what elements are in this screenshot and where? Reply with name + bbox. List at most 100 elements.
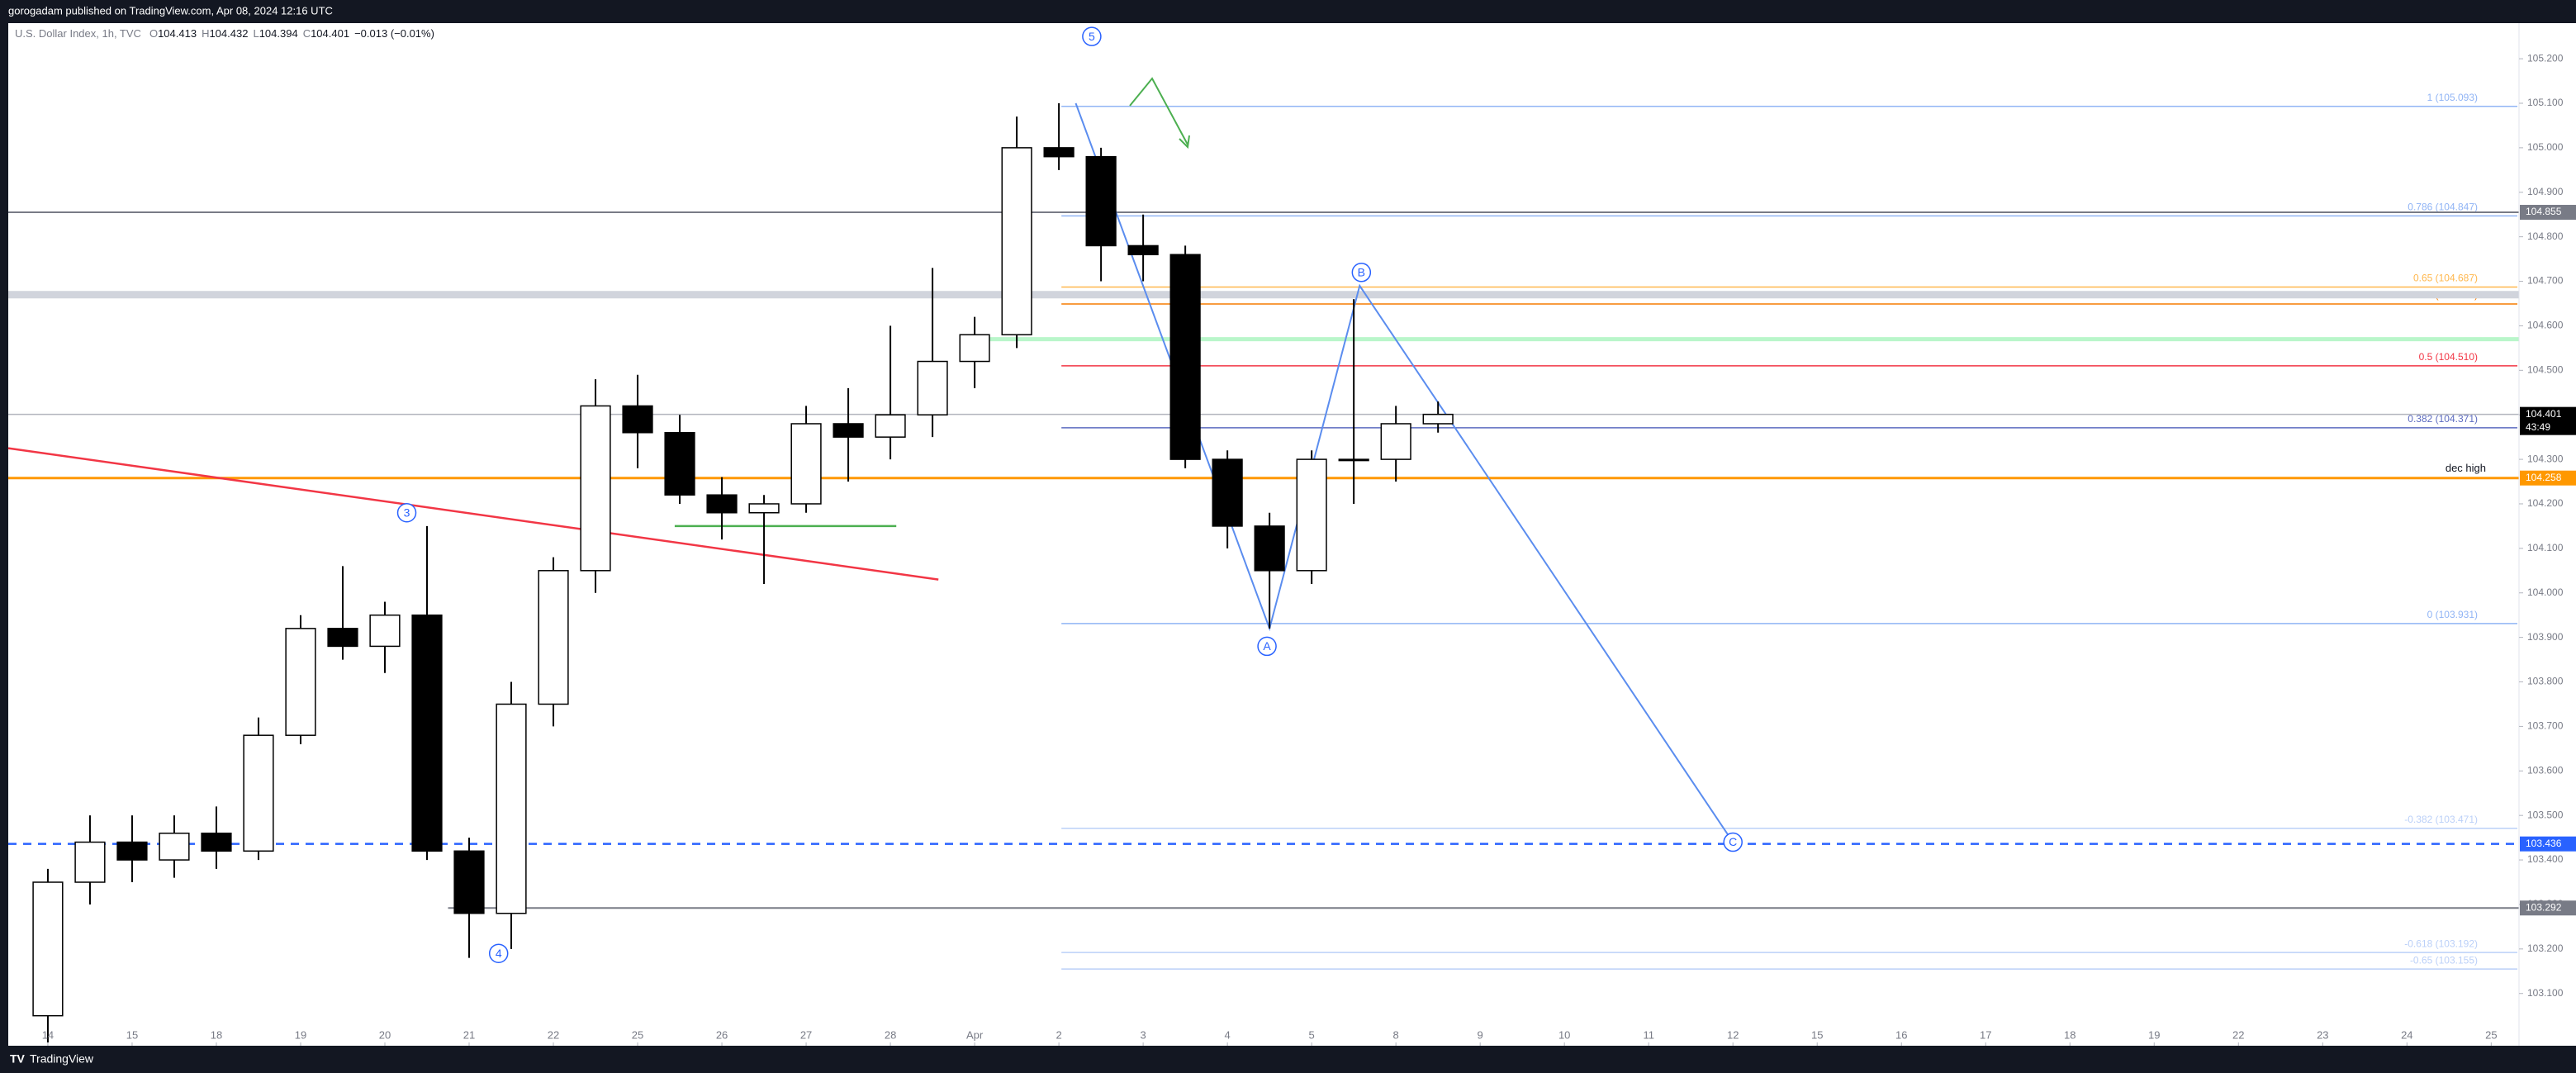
legend-value: 104.432 — [209, 27, 248, 40]
candle-body — [1043, 147, 1075, 158]
candle-body — [1296, 458, 1327, 572]
x-tick-label: 18 — [2064, 1028, 2076, 1041]
x-tick-label: 18 — [211, 1028, 222, 1041]
fib-label: 0.786 (104.847) — [2408, 202, 2478, 213]
x-tick-label: 10 — [1558, 1028, 1570, 1041]
y-tick-label: 104.200 — [2527, 497, 2564, 509]
x-tick-label: 19 — [2148, 1028, 2160, 1041]
candle-body — [1212, 458, 1243, 527]
y-tick-label: 103.200 — [2527, 942, 2564, 954]
publisher: gorogadam published on TradingView.com, … — [8, 4, 333, 17]
x-tick-label: 21 — [463, 1028, 475, 1041]
x-tick-label: 11 — [1643, 1028, 1654, 1041]
y-tick-label: 103.700 — [2527, 720, 2564, 732]
x-tick-label: 25 — [632, 1028, 643, 1041]
price-label-box — [2520, 470, 2576, 486]
price-label: 103.292 — [2526, 901, 2562, 913]
legend-name: U.S. Dollar Index, 1h, TVC — [15, 27, 141, 40]
candle-body — [538, 570, 569, 705]
legend-key: O — [149, 27, 158, 40]
legend-key: L — [253, 27, 259, 40]
candle-body — [411, 614, 443, 852]
wave-label: A — [1263, 639, 1271, 653]
x-tick-label: 28 — [885, 1028, 896, 1041]
x-tick-label: 9 — [1478, 1028, 1483, 1041]
y-tick-label: 104.700 — [2527, 275, 2564, 287]
wave-circle — [396, 503, 417, 523]
x-tick-label: 12 — [1727, 1028, 1739, 1041]
candle-body — [327, 628, 358, 648]
brand-name: TradingView — [30, 1052, 94, 1066]
wave-label: 3 — [404, 506, 410, 519]
plot-area: 1 (105.093) 0.786 (104.847) 0.65 (104.687)… — [7, 26, 2519, 1042]
x-tick-label: 19 — [295, 1028, 306, 1041]
x-tick-label: 17 — [1980, 1028, 1991, 1041]
legend-key: C — [303, 27, 311, 40]
candle-body — [959, 334, 990, 363]
candle-body — [833, 423, 864, 438]
candle-body — [74, 841, 106, 883]
candle-body — [706, 494, 738, 514]
wave-label: 4 — [496, 947, 502, 960]
candle-body — [917, 360, 948, 415]
legend-value: 104.394 — [259, 27, 298, 40]
y-tick-label: 103.500 — [2527, 809, 2564, 820]
wave-circle — [1723, 832, 1743, 852]
candle-body — [875, 414, 906, 438]
wave-label: C — [1729, 835, 1737, 848]
x-tick-label: 25 — [2485, 1028, 2497, 1041]
price-label-box — [2520, 406, 2576, 435]
candle-body — [369, 614, 401, 648]
wave-label: 5 — [1089, 30, 1095, 43]
price-label: 104.855 — [2526, 206, 2562, 217]
level-note: dec high — [2446, 462, 2486, 474]
fib-label: 0.65 (104.687) — [2413, 273, 2478, 284]
price-axis — [2519, 23, 2576, 1046]
fib-label: -0.618 (103.192) — [2404, 938, 2478, 949]
fib-label: 1 (105.093) — [2427, 92, 2478, 103]
candle-body — [496, 703, 527, 914]
y-tick-label: 103.600 — [2527, 764, 2564, 776]
wave-label: B — [1358, 265, 1365, 278]
candle-body — [1422, 413, 1454, 425]
candle-body — [201, 832, 232, 852]
x-tick-label: 26 — [716, 1028, 728, 1041]
brand-logo: TV — [10, 1052, 26, 1066]
candle-body — [243, 734, 274, 852]
candle-body — [159, 832, 190, 861]
x-tick-label: 20 — [379, 1028, 391, 1041]
wave-circle — [1351, 263, 1372, 282]
x-tick-label: 15 — [126, 1028, 138, 1041]
x-tick-label: 2 — [1056, 1028, 1061, 1041]
price-label: 103.436 — [2526, 838, 2562, 849]
candle-body — [1127, 245, 1159, 255]
candle-body — [622, 405, 653, 434]
candle-body — [1001, 147, 1032, 335]
y-tick-label: 104.300 — [2527, 453, 2564, 464]
price-label-box — [2520, 900, 2576, 916]
candle-body — [748, 503, 780, 514]
legend-key: H — [202, 27, 209, 40]
y-tick-label: 103.800 — [2527, 676, 2564, 687]
chart-background — [8, 23, 2576, 1046]
legend: U.S. Dollar Index, 1h, TVC O104.413 H104.4… — [15, 27, 434, 40]
wave-circle — [488, 943, 509, 963]
legend-value: 104.413 — [158, 27, 197, 40]
price-label-box — [2520, 836, 2576, 852]
legend-value: 104.401 — [311, 27, 349, 40]
x-tick-label: 24 — [2401, 1028, 2412, 1041]
candle-body — [1254, 525, 1285, 572]
y-tick-label: 103.400 — [2527, 853, 2564, 865]
fib-label: 0 (103.931) — [2427, 609, 2478, 620]
x-tick-label: 23 — [2317, 1028, 2328, 1041]
x-tick-label: 4 — [1225, 1028, 1231, 1041]
fib-label: 0.5 (104.510) — [2419, 351, 2478, 363]
footer-brand: TV TradingView — [10, 1052, 94, 1066]
candle-body — [285, 628, 316, 736]
candle-body — [1338, 458, 1369, 462]
arrow-annotation — [1129, 77, 1190, 150]
y-tick-label: 104.900 — [2527, 186, 2564, 197]
y-tick-label: 103.900 — [2527, 631, 2564, 643]
wave-circle — [1082, 26, 1102, 46]
